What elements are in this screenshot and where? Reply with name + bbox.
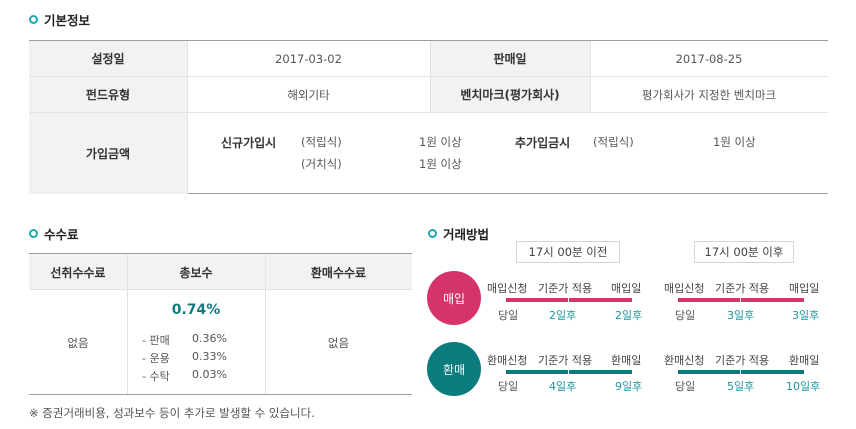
redeem-after-nav-day: 5일후 (727, 380, 755, 393)
total-fee-label: 총보수 (179, 265, 213, 280)
add-regular-type: (적립식) (593, 135, 634, 149)
new-join-label: 신규가입시 (221, 136, 277, 150)
buy-before-step-date: 매입일 (611, 282, 642, 295)
buy-after-step-apply: 매입신청 (664, 282, 705, 295)
buy-after-step-date: 매입일 (789, 282, 820, 295)
redeem-after-step-nav: 기준가 적용 (715, 354, 770, 367)
redeem-circle: 환매 (427, 342, 481, 396)
redeem-after-step-date: 환매일 (789, 354, 820, 367)
redeem-before-step-nav: 기준가 적용 (538, 354, 593, 367)
buy-after-day0: 당일 (675, 309, 696, 322)
fund-type-value: 해외기타 (287, 87, 330, 102)
table-row: 설정일 2017-03-02 판매일 2017-08-25 (29, 41, 828, 77)
buy-after-step-nav: 기준가 적용 (715, 282, 770, 295)
total-fee-rate: 0.74% (171, 302, 221, 318)
buy-label: 매입 (442, 291, 466, 306)
redeem-after-redeem-day: 10일후 (786, 380, 821, 393)
fees-title: 수수료 (29, 224, 79, 243)
fees-title-text: 수수료 (44, 227, 79, 242)
basic-info-title: 기본정보 (29, 10, 90, 29)
benchmark-label: 벤치마크(평가회사) (430, 77, 590, 112)
redeem-after-step-apply: 환매신청 (664, 354, 705, 367)
amount-label: 가입금액 (29, 113, 187, 194)
redeem-before-nav-day: 4일후 (549, 380, 577, 393)
redeem-before-day0: 당일 (498, 380, 519, 393)
before-cutoff-label: 17시 00분 이전 (516, 241, 620, 263)
new-lump-type: (거치식) (301, 157, 342, 171)
redeem-before-step-apply: 환매신청 (487, 354, 528, 367)
fund-type-label: 펀드유형 (29, 77, 187, 112)
redeem-before-redeem-day: 9일후 (615, 380, 643, 393)
sale-date-value: 2017-08-25 (675, 51, 743, 66)
buy-before-day0: 당일 (498, 309, 519, 322)
trade-method-title-text: 거래방법 (443, 227, 490, 242)
basic-info-table: 설정일 2017-03-02 판매일 2017-08-25 펀드유형 해외기타 … (29, 40, 828, 194)
section-bullet-icon (29, 229, 38, 238)
table-row: 가입금액 신규가입시 (적립식) 1원 이상 (거치식) 1원 이상 추가입금시… (29, 113, 828, 194)
redemption-fee-value: 없음 (327, 335, 350, 350)
setup-date-label: 설정일 (29, 41, 187, 76)
new-regular-type: (적립식) (301, 135, 342, 149)
new-lump-value: 1원 이상 (419, 157, 462, 171)
redemption-fee-label: 환매수수료 (310, 265, 367, 280)
redeem-after-day0: 당일 (675, 380, 696, 393)
section-bullet-icon (428, 229, 437, 238)
buy-circle: 매입 (427, 271, 481, 325)
redeem-before-timeline-bar (506, 370, 632, 374)
setup-date-value: 2017-03-02 (275, 51, 342, 66)
buy-before-step-nav: 기준가 적용 (538, 282, 593, 295)
buy-after-nav-day: 3일후 (727, 309, 755, 322)
after-cutoff-label: 17시 00분 이후 (694, 241, 794, 263)
new-regular-value: 1원 이상 (419, 135, 462, 149)
fee-breakdown-item: - 운용 0.33% (142, 350, 227, 365)
buy-before-buy-day: 2일후 (615, 309, 643, 322)
redeem-before-step-date: 환매일 (611, 354, 642, 367)
front-fee-label: 선취수수료 (50, 265, 106, 280)
fee-breakdown-item: - 수탁 0.03% (142, 368, 227, 383)
trade-method-title: 거래방법 (428, 224, 489, 243)
additional-deposit-label: 추가입금시 (515, 136, 571, 150)
front-fee-value: 없음 (67, 335, 89, 350)
basic-info-title-text: 기본정보 (44, 13, 91, 28)
fee-breakdown-item: - 판매 0.36% (142, 332, 227, 347)
buy-before-nav-day: 2일후 (549, 309, 577, 322)
buy-before-step-apply: 매입신청 (487, 282, 528, 295)
buy-after-timeline-bar (678, 298, 804, 302)
buy-after-buy-day: 3일후 (792, 309, 820, 322)
fees-note: ※ 증권거래비용, 성과보수 등이 추가로 발생할 수 있습니다. (29, 406, 315, 420)
redeem-after-timeline-bar (678, 370, 804, 374)
benchmark-value: 평가회사가 지정한 벤치마크 (641, 87, 777, 102)
sale-date-label: 판매일 (430, 41, 590, 76)
section-bullet-icon (29, 15, 38, 24)
fees-table-header: 선취수수료 총보수 환매수수료 (29, 254, 412, 290)
redeem-label: 환매 (442, 362, 466, 377)
buy-before-timeline-bar (506, 298, 632, 302)
table-row: 펀드유형 해외기타 벤치마크(평가회사) 평가회사가 지정한 벤치마크 (29, 77, 828, 113)
fees-table: 선취수수료 총보수 환매수수료 없음 0.74% - 판매 0.36% - 운용 0… (29, 253, 412, 395)
add-regular-value: 1원 이상 (713, 135, 756, 149)
